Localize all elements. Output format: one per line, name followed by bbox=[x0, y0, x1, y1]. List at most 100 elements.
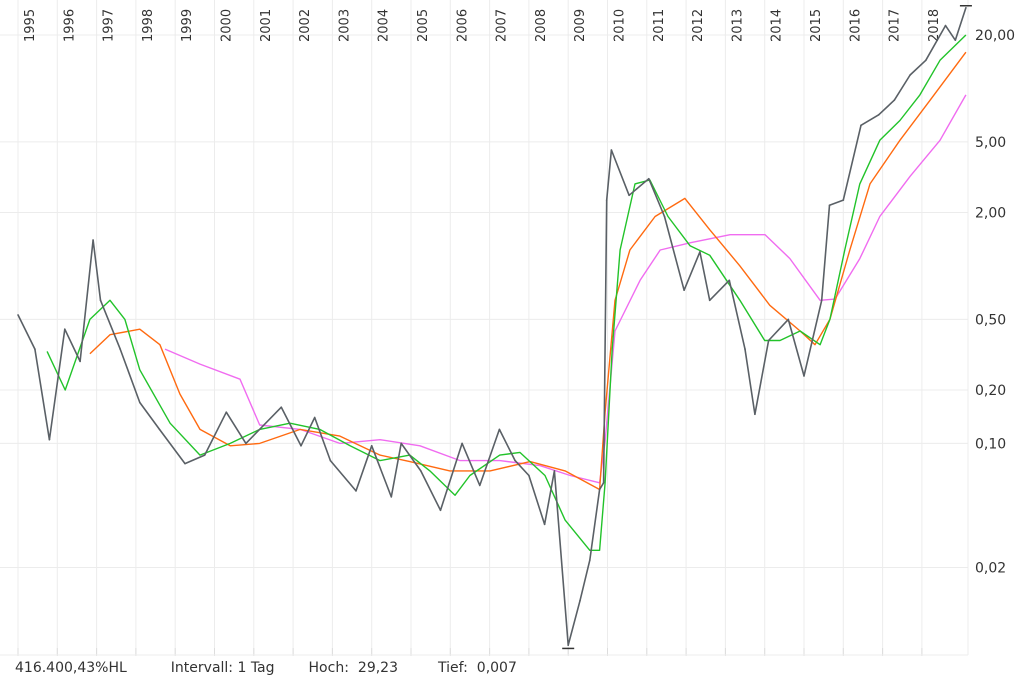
price-point bbox=[598, 488, 601, 491]
price-point bbox=[119, 348, 121, 350]
price-point bbox=[628, 194, 630, 197]
price-point bbox=[461, 442, 463, 445]
x-tick-label: 2014 bbox=[770, 9, 785, 42]
y-tick-label: 5,00 bbox=[975, 135, 1006, 151]
price-point bbox=[139, 401, 141, 404]
chart-footer: 416.400,43%HL Intervall: 1 Tag Hoch: 29,… bbox=[15, 660, 517, 676]
price-point bbox=[48, 438, 51, 441]
price-point bbox=[820, 299, 823, 302]
x-tick-label: 1997 bbox=[102, 9, 117, 42]
price-point bbox=[803, 375, 805, 377]
x-tick-label: 2010 bbox=[613, 9, 628, 42]
x-tick-label: 2018 bbox=[927, 9, 942, 42]
low-value: 0,007 bbox=[476, 660, 517, 676]
price-point bbox=[370, 444, 373, 447]
price-point bbox=[683, 289, 685, 291]
series-line-ma_green bbox=[46, 34, 967, 551]
price-point bbox=[744, 348, 746, 350]
y-tick-label: 20,00 bbox=[975, 28, 1015, 44]
x-tick-label: 2015 bbox=[809, 9, 824, 42]
price-point bbox=[909, 74, 911, 76]
price-point bbox=[300, 444, 302, 447]
price-point bbox=[699, 251, 701, 253]
x-tick-label: 2009 bbox=[573, 9, 588, 42]
y-tick-label: 0,50 bbox=[975, 312, 1006, 328]
price-point bbox=[605, 199, 608, 201]
x-tick-label: 2017 bbox=[888, 9, 903, 42]
price-point bbox=[92, 239, 94, 241]
x-tick-label: 2008 bbox=[534, 9, 549, 42]
high-value: 29,23 bbox=[357, 660, 399, 676]
price-point bbox=[647, 177, 650, 180]
price-point bbox=[767, 339, 770, 342]
x-tick-label: 2013 bbox=[730, 9, 745, 42]
x-tick-label: 2005 bbox=[416, 9, 431, 42]
x-tick-label: 1999 bbox=[180, 9, 195, 42]
price-point bbox=[158, 428, 161, 431]
price-point bbox=[280, 406, 283, 409]
price-point bbox=[313, 416, 316, 419]
price-point bbox=[478, 484, 481, 487]
price-point bbox=[589, 559, 591, 561]
y-tick-label: 2,00 bbox=[975, 206, 1006, 222]
y-tick-label: 0,10 bbox=[975, 436, 1006, 452]
range-text: 416.400,43%HL bbox=[15, 660, 127, 676]
price-point bbox=[925, 59, 927, 62]
price-point bbox=[420, 470, 422, 472]
price-point bbox=[877, 114, 880, 116]
price-point bbox=[528, 474, 530, 477]
x-tick-label: 2011 bbox=[652, 9, 667, 42]
price-point bbox=[390, 496, 393, 498]
price-point bbox=[842, 199, 845, 201]
price-point bbox=[34, 348, 36, 350]
x-tick-label: 2016 bbox=[848, 9, 863, 42]
price-point bbox=[245, 442, 247, 445]
price-point bbox=[99, 299, 102, 302]
price-point bbox=[893, 99, 896, 101]
x-tick-label: 2006 bbox=[455, 9, 470, 42]
price-point bbox=[754, 413, 756, 416]
price-point bbox=[63, 328, 66, 331]
x-tick-label: 1995 bbox=[23, 9, 38, 42]
price-point bbox=[17, 314, 19, 316]
x-tick-label: 2012 bbox=[691, 9, 706, 42]
price-point bbox=[79, 360, 81, 363]
price-point bbox=[860, 124, 862, 127]
price-point bbox=[543, 523, 546, 526]
series-line-price bbox=[17, 7, 967, 646]
price-point bbox=[602, 482, 605, 484]
price-point bbox=[828, 204, 831, 206]
x-tick-label: 2001 bbox=[259, 9, 274, 42]
price-point bbox=[498, 428, 501, 431]
price-point bbox=[944, 24, 947, 27]
price-point bbox=[954, 39, 957, 41]
y-tick-label: 0,02 bbox=[975, 561, 1006, 577]
low-label: Tief: bbox=[438, 660, 468, 676]
x-tick-label: 2002 bbox=[298, 9, 313, 42]
x-tick-label: 2004 bbox=[377, 9, 392, 42]
y-tick-label: 0,20 bbox=[975, 383, 1006, 399]
interval-text: Intervall: 1 Tag bbox=[170, 660, 275, 676]
x-tick-label: 1998 bbox=[141, 9, 156, 42]
price-point bbox=[965, 6, 967, 9]
x-tick-label: 2003 bbox=[337, 9, 352, 42]
price-point bbox=[553, 470, 556, 472]
price-point bbox=[400, 442, 402, 445]
price-point bbox=[225, 411, 228, 413]
price-point bbox=[567, 644, 569, 646]
price-point bbox=[579, 599, 581, 602]
x-tick-label: 1996 bbox=[62, 9, 77, 42]
price-point bbox=[787, 318, 790, 321]
price-point bbox=[514, 459, 516, 462]
price-point bbox=[355, 490, 357, 492]
high-label: Hoch: bbox=[308, 660, 349, 676]
price-point bbox=[610, 149, 613, 151]
price-point bbox=[728, 279, 731, 282]
price-point bbox=[439, 509, 442, 512]
price-point bbox=[663, 215, 666, 218]
price-point bbox=[203, 454, 206, 456]
x-tick-label: 2000 bbox=[220, 9, 235, 42]
price-point bbox=[184, 462, 186, 465]
